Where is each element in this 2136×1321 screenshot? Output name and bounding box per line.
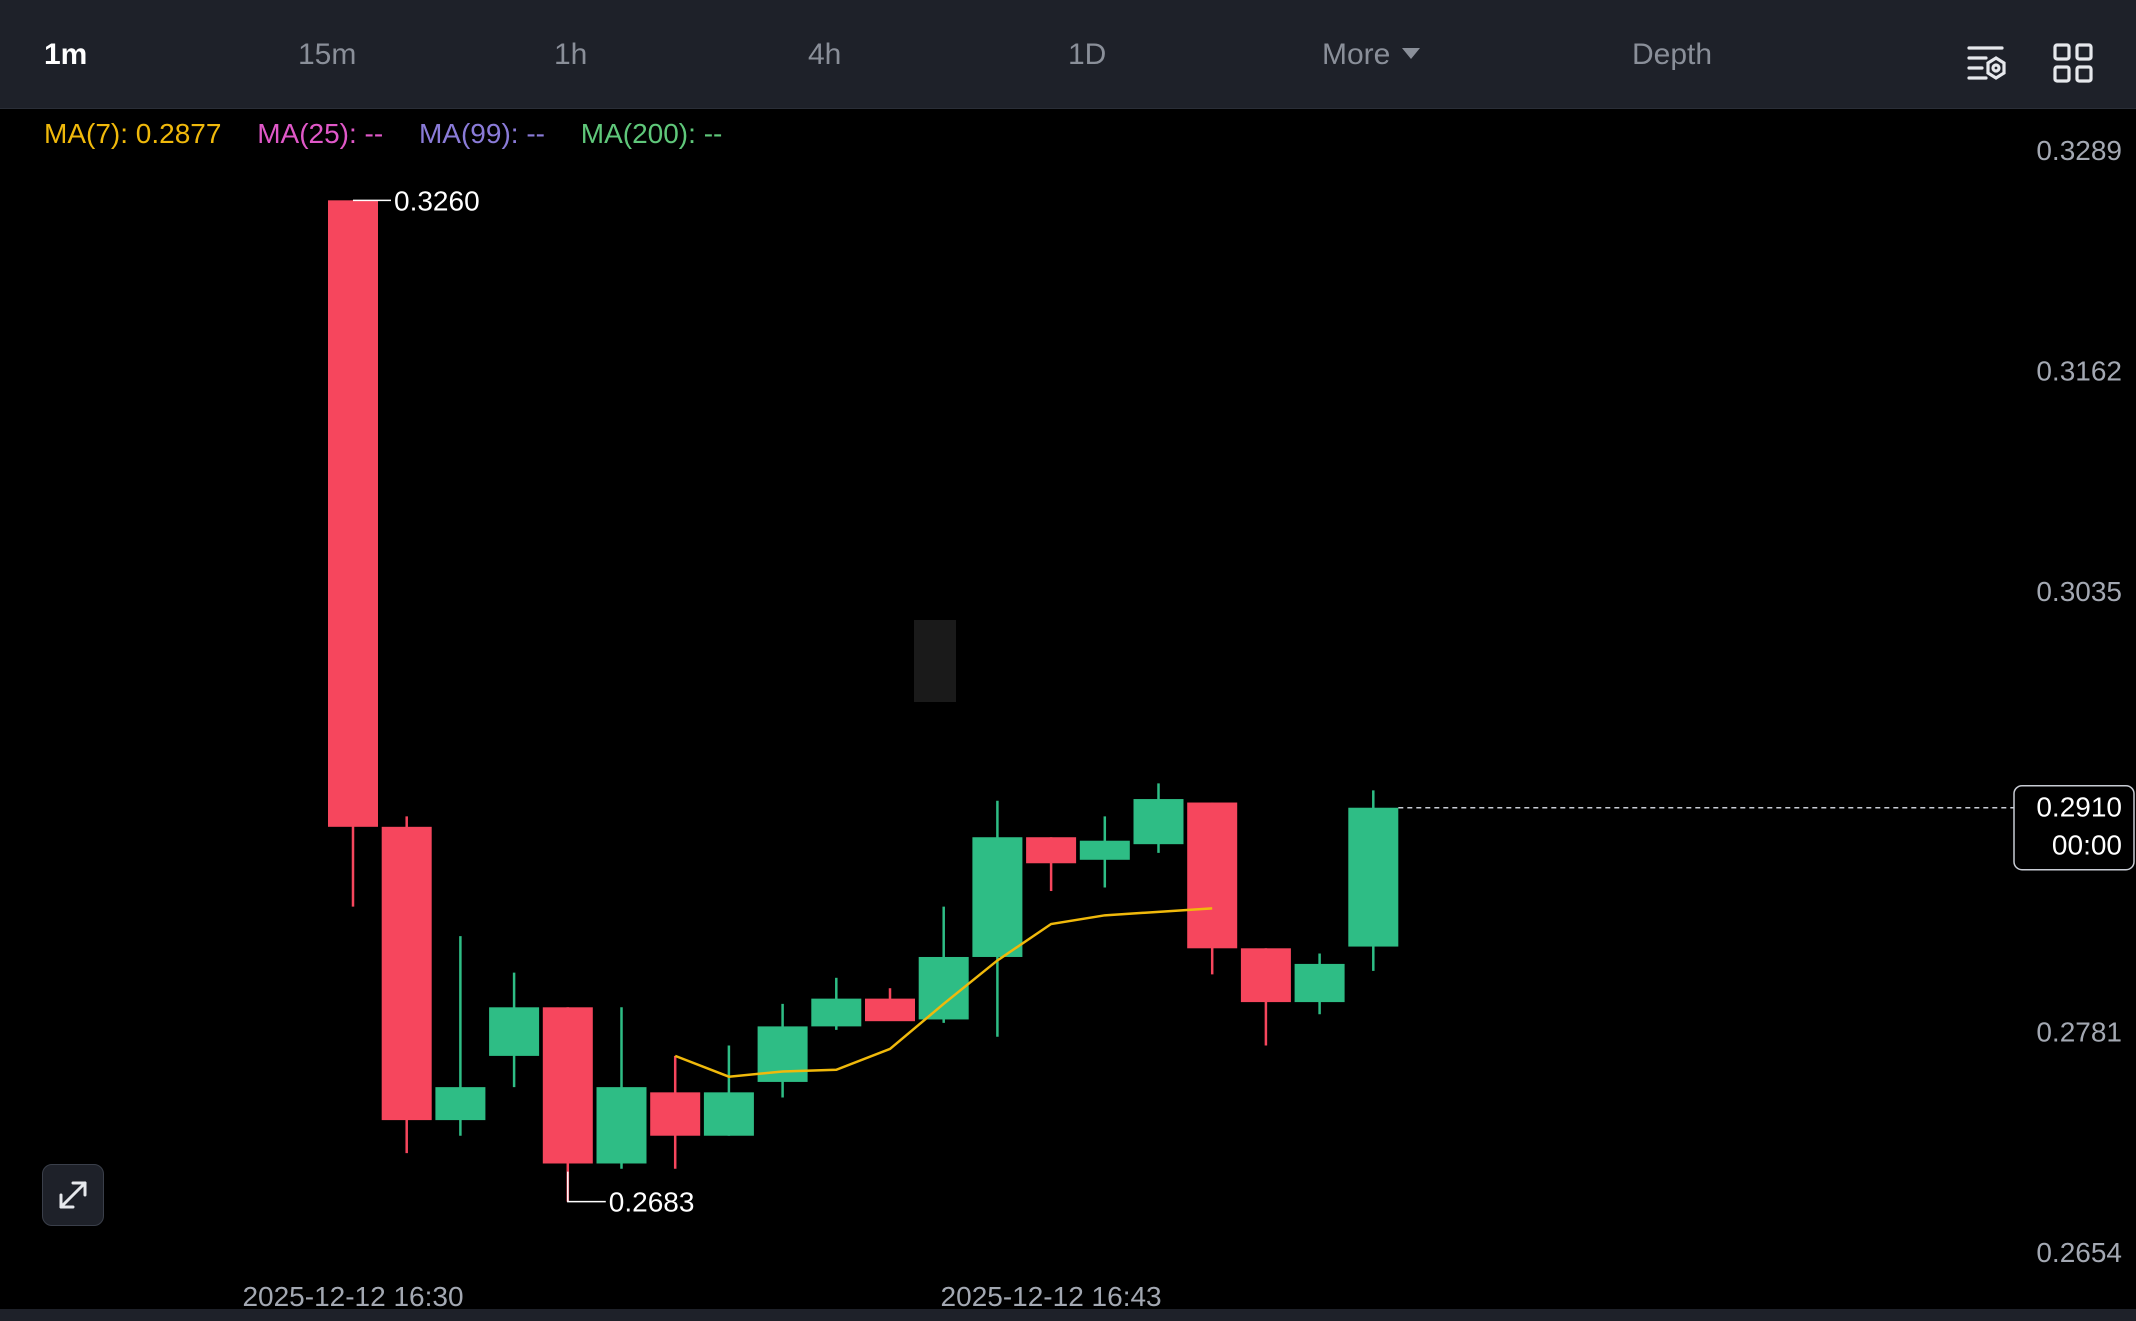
- ma-legend: MA(7): 0.2877 MA(25): -- MA(99): -- MA(2…: [44, 118, 750, 150]
- candle-body-down: [328, 200, 378, 827]
- candle-body-up: [489, 1007, 540, 1056]
- candle-body-down: [650, 1092, 701, 1136]
- candle-body-up: [811, 998, 862, 1027]
- ma99-label: MA(99): --: [418, 118, 545, 149]
- candle: [650, 1055, 701, 1169]
- grid-icon[interactable]: [2052, 42, 2094, 84]
- candle: [489, 972, 540, 1088]
- y-tick-label: 0.3035: [2036, 576, 2122, 607]
- candles-layer: [328, 200, 1399, 1202]
- candle-countdown: 00:00: [2052, 830, 2122, 861]
- candle-body-up: [972, 837, 1023, 957]
- y-tick-label: 0.2654: [2036, 1237, 2122, 1268]
- indicator-settings-icon[interactable]: [1966, 42, 2008, 84]
- ma7-line: [674, 907, 1213, 1078]
- low-annotation-label: 0.2683: [609, 1187, 695, 1218]
- candle: [918, 906, 969, 1023]
- candle: [865, 988, 915, 1022]
- last-price-tag: 0.2910 00:00: [2013, 784, 2135, 871]
- high-annotation-label: 0.3260: [394, 185, 480, 216]
- y-tick-label: 0.2781: [2036, 1017, 2122, 1048]
- timeframe-toolbar: 1m 15m 1h 4h 1D More Depth: [0, 0, 2136, 109]
- expand-icon: [59, 1181, 87, 1209]
- y-axis: 0.3289 0.3162 0.3035 0.2781 0.2654: [2036, 135, 2122, 1268]
- fullscreen-button[interactable]: [42, 1164, 104, 1226]
- candle-body-down: [381, 826, 432, 1121]
- low-annotation-line: [567, 1171, 606, 1203]
- tab-4h[interactable]: 4h: [808, 38, 842, 71]
- candle: [972, 800, 1023, 1037]
- tab-15m[interactable]: 15m: [298, 38, 357, 71]
- candle-body-up: [703, 1092, 754, 1136]
- tab-1m[interactable]: 1m: [44, 38, 88, 71]
- candle-body-up: [1348, 807, 1399, 947]
- y-tick-label: 0.3162: [2036, 355, 2122, 386]
- ma200-label: MA(200): --: [580, 118, 723, 149]
- candle: [703, 1045, 754, 1136]
- candle: [328, 200, 378, 907]
- candle-body-down: [1240, 948, 1291, 1003]
- candle-body-down: [865, 998, 915, 1022]
- candle-body-up: [1294, 963, 1345, 1003]
- chart-overlay-marker: [914, 620, 956, 702]
- ma7-label: MA(7): 0.2877: [44, 118, 222, 149]
- x-tick-label: 2025-12-12 16:43: [941, 1281, 1162, 1308]
- tab-1d[interactable]: 1D: [1068, 38, 1107, 71]
- tab-more[interactable]: More: [1322, 38, 1421, 72]
- candle-body-up: [435, 1087, 486, 1121]
- candle: [1240, 948, 1291, 1046]
- candle-body-up: [596, 1087, 647, 1164]
- caret-down-icon: [1402, 47, 1421, 59]
- last-price-box: [2013, 784, 2135, 871]
- candlestick-chart[interactable]: 0.3260 0.2683 0.3289 0.3162 0.3035 0.278…: [0, 108, 2136, 1308]
- tab-depth[interactable]: Depth: [1632, 38, 1713, 71]
- candle: [1079, 816, 1130, 888]
- candle-body-down: [1187, 802, 1238, 949]
- tab-1h[interactable]: 1h: [554, 38, 588, 71]
- annotations-layer: 0.3260 0.2683: [353, 185, 695, 1218]
- candle: [1294, 953, 1345, 1015]
- candle: [811, 977, 862, 1030]
- candle: [435, 936, 486, 1136]
- candle: [1187, 802, 1238, 975]
- candle: [381, 816, 432, 1154]
- candle: [596, 1007, 647, 1169]
- candle-body-down: [1026, 837, 1077, 864]
- candle: [1026, 837, 1077, 892]
- last-price-value: 0.2910: [2036, 792, 2122, 823]
- candle-body-up: [918, 956, 969, 1020]
- tab-more-label: More: [1322, 38, 1391, 71]
- candle-body-up: [1133, 799, 1184, 845]
- candle-body-down: [542, 1007, 593, 1164]
- y-tick-label: 0.3289: [2036, 135, 2122, 166]
- x-axis: 2025-12-12 16:30 2025-12-12 16:43: [242, 1281, 1161, 1308]
- candle: [1133, 783, 1184, 853]
- candle: [1348, 790, 1399, 971]
- ma25-label: MA(25): --: [257, 118, 384, 149]
- candle: [542, 1007, 593, 1202]
- bottom-panel-edge: [0, 1309, 2136, 1321]
- candle-body-up: [1079, 840, 1130, 860]
- candle: [757, 1003, 808, 1098]
- x-tick-label: 2025-12-12 16:30: [242, 1281, 463, 1308]
